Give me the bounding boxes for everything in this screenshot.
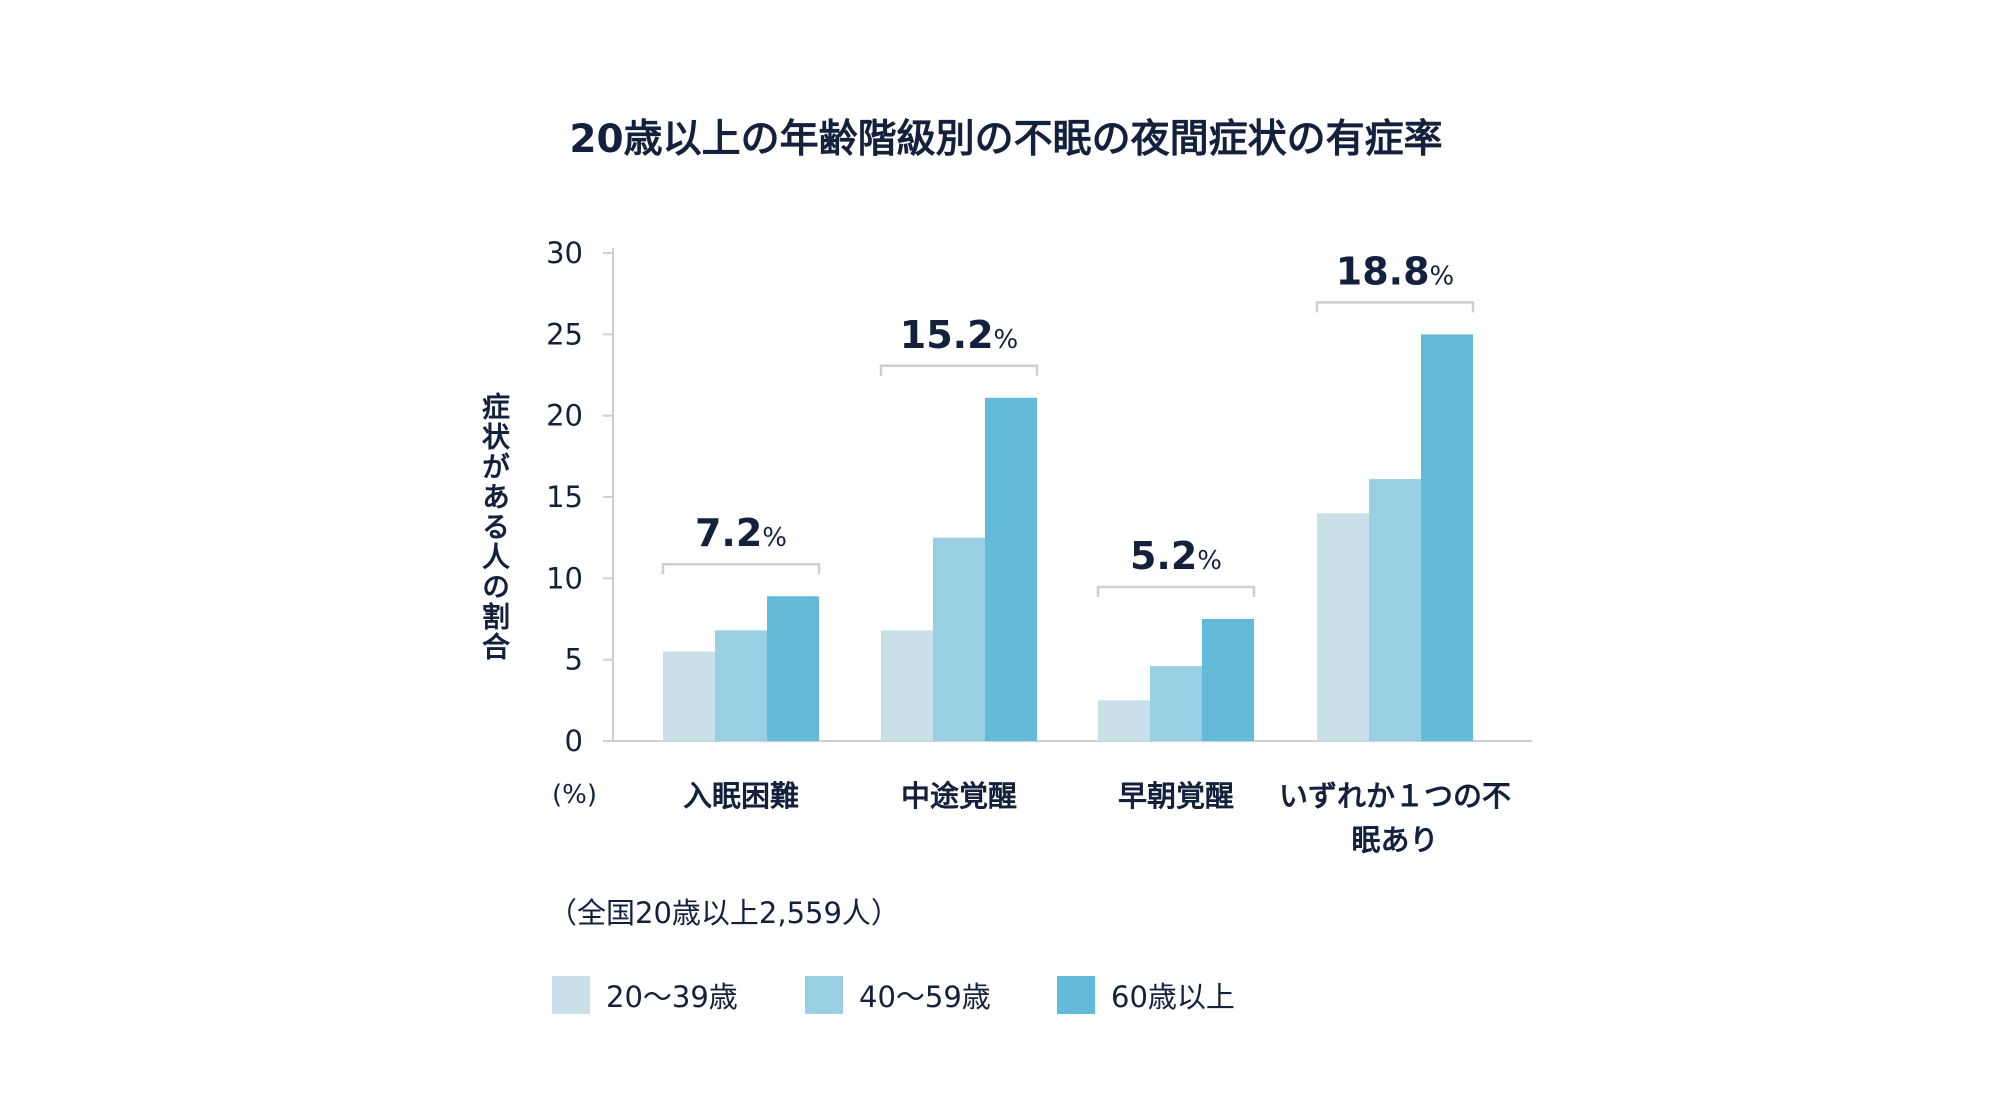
- bar: [1098, 700, 1150, 741]
- category-label: いずれか１つの不眠あり: [1278, 779, 1511, 857]
- category-label: 入眠困難: [682, 779, 799, 813]
- category-label: 早朝覚醒: [1117, 779, 1234, 813]
- y-tick-label: 5: [565, 643, 583, 677]
- y-tick-label: 25: [546, 317, 583, 351]
- legend-item: 20〜39歳: [552, 974, 738, 1016]
- y-tick-label: 20: [546, 399, 583, 433]
- y-tick-label: 0: [565, 724, 583, 758]
- legend-label: 20〜39歳: [606, 980, 738, 1014]
- legend-swatch: [805, 976, 843, 1014]
- legend-label: 60歳以上: [1111, 980, 1235, 1014]
- y-tick-label: 15: [546, 480, 583, 514]
- legend-swatch: [552, 976, 590, 1014]
- total-bracket: [879, 364, 1039, 376]
- bar: [933, 537, 985, 741]
- y-axis-label: 症状がある人の割合: [478, 392, 511, 662]
- bar: [985, 397, 1037, 741]
- bar: [881, 630, 933, 741]
- bar: [715, 630, 767, 741]
- legend-swatch: [1057, 976, 1095, 1014]
- total-label: 18.8%: [1336, 249, 1454, 293]
- chart-title: 20歳以上の年齢階級別の不眠の夜間症状の有症率: [569, 117, 1443, 162]
- legend-label: 40〜59歳: [859, 980, 991, 1014]
- legend-item: 60歳以上: [1057, 974, 1235, 1016]
- bar: [1150, 666, 1202, 741]
- bar: [1369, 479, 1421, 741]
- total-label: 7.2%: [695, 511, 787, 555]
- legend-item: 40〜59歳: [805, 974, 991, 1016]
- bar: [1421, 334, 1473, 741]
- bar: [1317, 513, 1369, 741]
- total-bracket: [1096, 585, 1256, 597]
- y-tick-label: 30: [546, 236, 583, 270]
- bar: [663, 651, 715, 741]
- bar: [1202, 619, 1254, 741]
- total-bracket: [661, 562, 821, 575]
- y-tick-label: 10: [546, 561, 583, 595]
- category-label: 中途覚醒: [900, 779, 1017, 813]
- bar: [767, 596, 819, 741]
- total-label: 15.2%: [900, 313, 1018, 357]
- total-label: 5.2%: [1130, 534, 1222, 578]
- sample-note: （全国20歳以上2,559人）: [548, 896, 900, 930]
- total-bracket: [1315, 301, 1475, 313]
- unit-label: (%): [552, 780, 597, 810]
